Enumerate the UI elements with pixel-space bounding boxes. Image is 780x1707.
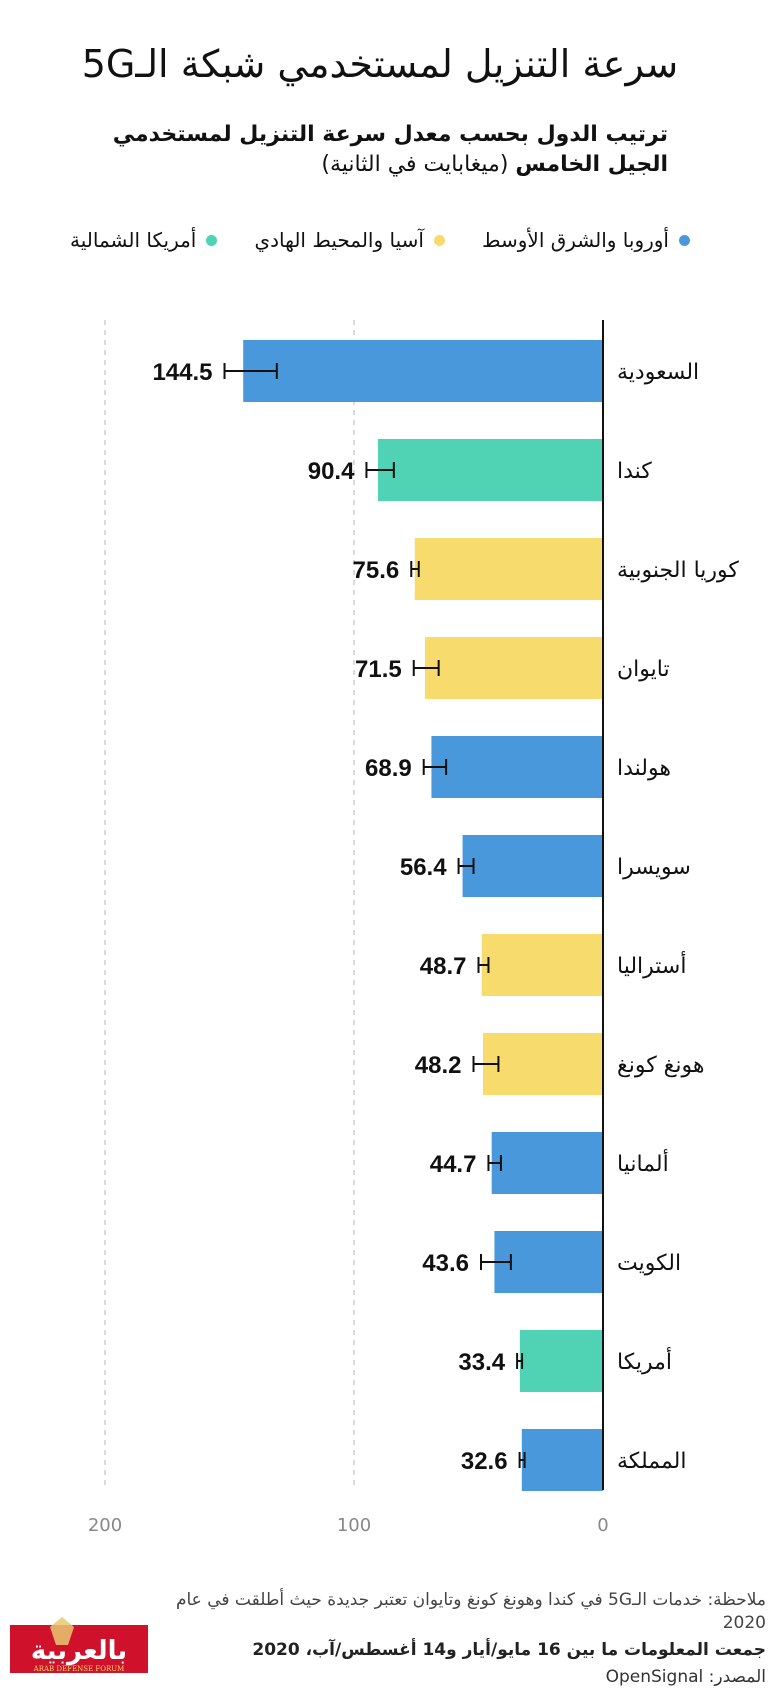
category-label: سويسرا: [617, 855, 691, 880]
logo-text: بالعربية: [31, 1636, 127, 1666]
data-label: 48.7: [420, 953, 467, 980]
bar: [377, 439, 603, 501]
site-logo: بالعربية ARAB DEFENSE FORUM: [10, 1617, 148, 1673]
data-label: 43.6: [422, 1250, 469, 1277]
legend-dot-icon: [679, 234, 690, 246]
data-label: 32.6: [461, 1448, 508, 1475]
category-label: المملكة: [617, 1449, 686, 1474]
legend: أوروبا والشرق الأوسط آسيا والمحيط الهادي…: [70, 228, 690, 252]
bar: [481, 934, 603, 996]
chart-subtitle: ترتيب الدول بحسب معدل سرعة التنزيل لمستخ…: [108, 120, 668, 180]
data-label: 44.7: [430, 1151, 477, 1178]
bar: [491, 1132, 603, 1194]
legend-label: آسيا والمحيط الهادي: [254, 228, 424, 252]
legend-label: أوروبا والشرق الأوسط: [482, 228, 669, 252]
x-tick-label: 0: [597, 1515, 608, 1536]
category-label: أستراليا: [617, 951, 686, 979]
data-label: 48.2: [415, 1052, 462, 1079]
category-label: ألمانيا: [617, 1149, 669, 1177]
bar: [462, 835, 603, 897]
legend-item-asia-pacific: آسيا والمحيط الهادي: [254, 228, 445, 252]
category-label: هونغ كونغ: [617, 1053, 704, 1078]
legend-item-north-america: أمريكا الشمالية: [70, 228, 218, 252]
logo-background: [10, 1625, 148, 1673]
data-label: 71.5: [355, 656, 402, 683]
category-label: كوريا الجنوبية: [617, 558, 739, 583]
bar: [521, 1429, 603, 1491]
legend-item-europe-middle-east: أوروبا والشرق الأوسط: [482, 228, 690, 252]
subtitle-unit: (ميغابايت في الثانية): [321, 152, 509, 177]
bar: [414, 538, 603, 600]
footer-note: ملاحظة: خدمات الـ5G في كندا وهونغ كونغ و…: [175, 1590, 766, 1633]
x-tick-label: 200: [88, 1515, 122, 1536]
logo-emblem-icon: [50, 1617, 74, 1645]
legend-dot-icon: [206, 234, 218, 246]
bar: [519, 1330, 603, 1392]
bar: [494, 1231, 603, 1293]
legend-label: أمريكا الشمالية: [70, 228, 197, 252]
bar: [431, 736, 603, 798]
category-label: تايوان: [617, 657, 670, 682]
category-label: هولندا: [617, 756, 671, 781]
x-tick-label: 100: [337, 1515, 371, 1536]
chart-title: سرعة التنزيل لمستخدمي شبكة الـ5G: [81, 42, 679, 86]
bar: [424, 637, 603, 699]
subtitle-main: ترتيب الدول بحسب معدل سرعة التنزيل لمستخ…: [112, 122, 668, 177]
bar: [482, 1033, 603, 1095]
category-label: أمريكا: [617, 1347, 672, 1375]
logo-subtext: ARAB DEFENSE FORUM: [33, 1665, 125, 1673]
data-label: 68.9: [365, 755, 412, 782]
data-label: 33.4: [458, 1349, 505, 1376]
category-label: الكويت: [617, 1251, 681, 1276]
footer-notes: ملاحظة: خدمات الـ5G في كندا وهونغ كونغ و…: [166, 1589, 766, 1689]
data-label: 75.6: [353, 557, 400, 584]
data-label: 90.4: [308, 458, 355, 485]
data-label: 144.5: [152, 359, 212, 386]
data-label: 56.4: [400, 854, 447, 881]
legend-dot-icon: [433, 234, 445, 246]
bar: [243, 340, 603, 402]
category-label: السعودية: [617, 360, 699, 385]
category-label: كندا: [617, 459, 652, 484]
footer-collected: جمعت المعلومات ما بين 16 مايو/أيار و14 أ…: [252, 1640, 766, 1660]
footer-source: المصدر: OpenSignal: [605, 1667, 766, 1687]
